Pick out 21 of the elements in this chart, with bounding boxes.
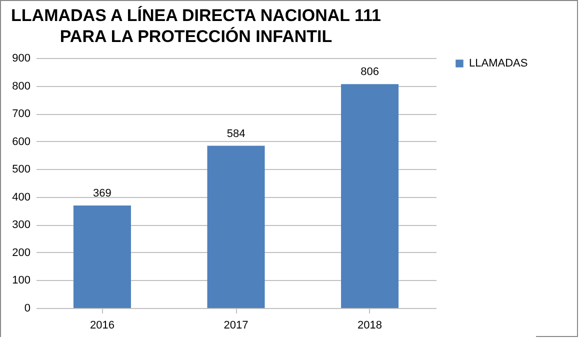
data-label: 806 <box>360 66 379 78</box>
y-tick-label: 400 <box>12 191 30 204</box>
bar <box>341 84 399 308</box>
y-tick-label: 800 <box>12 80 30 92</box>
bar <box>73 206 131 308</box>
legend-label: LLAMADAS <box>469 58 528 70</box>
x-tick-label: 2018 <box>358 320 382 332</box>
data-label: 584 <box>226 128 246 140</box>
x-tick-label: 2017 <box>224 320 248 332</box>
y-tick-label: 500 <box>12 164 30 176</box>
y-tick-label: 100 <box>12 274 30 287</box>
y-tick-label: 200 <box>12 246 30 259</box>
chart-title: LLAMADAS A LÍNEA DIRECTA NACIONAL 111 PARA LA PROTECCIÓN INFANTIL <box>11 5 381 46</box>
y-tick-label: 900 <box>12 52 30 64</box>
y-tick-label: 600 <box>12 136 30 148</box>
bar <box>207 146 265 308</box>
data-label: 369 <box>93 188 112 200</box>
x-tick-label: 2016 <box>90 320 114 332</box>
y-tick-label: 300 <box>12 219 30 232</box>
y-tick-label: 700 <box>12 108 30 120</box>
y-tick-label: 0 <box>24 302 30 314</box>
